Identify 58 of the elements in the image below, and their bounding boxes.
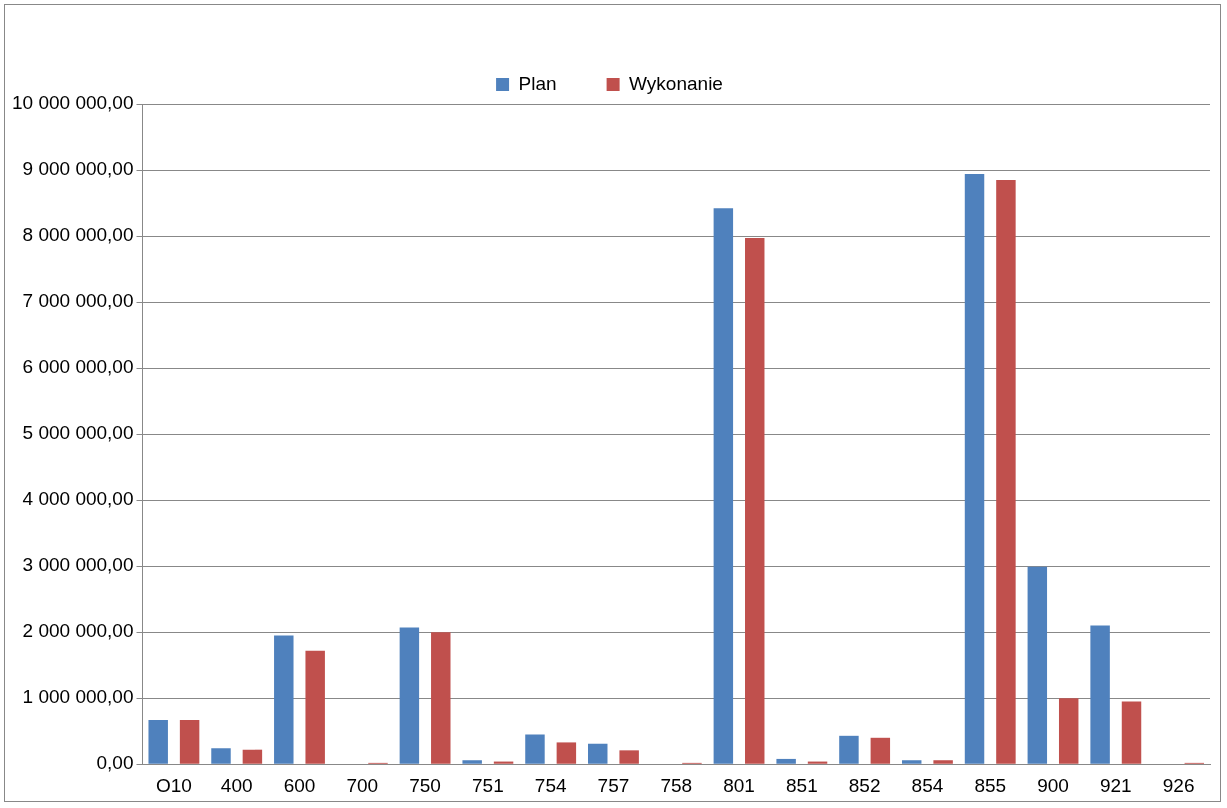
x-tick-label: 751 [472,774,504,796]
y-tick-label: 5 000 000,00 [22,422,134,444]
bar [1090,625,1110,764]
bar [713,208,734,764]
bar [1121,701,1142,764]
y-tick-label: 1 000 000,00 [22,686,134,708]
bar [870,737,891,764]
y-tick-label: 0,00 [96,752,134,774]
y-tick-label: 10 000 000,00 [11,92,134,114]
bar [933,760,953,764]
legend-label: Wykonanie [629,72,723,94]
y-tick-label: 7 000 000,00 [22,290,134,312]
y-tick-label: 8 000 000,00 [22,224,134,246]
bar [148,719,168,764]
bar [431,632,451,764]
x-tick-label: 852 [848,774,881,796]
bar [242,749,263,764]
y-tick-label: 4 000 000,00 [22,488,134,510]
y-tick-label: 3 000 000,00 [22,554,134,576]
bar [493,761,514,764]
bar [556,742,577,764]
bar [1027,566,1048,764]
bar [996,179,1016,764]
bar [211,748,231,764]
bar [305,650,325,764]
x-tick-label: 750 [409,774,441,796]
bar [839,735,859,764]
x-tick-label: 754 [534,774,567,796]
bar [619,750,639,764]
x-tick-label: O10 [155,774,192,796]
x-tick-label: 600 [283,774,316,796]
x-tick-label: 757 [597,774,630,796]
x-tick-label: 758 [660,774,693,796]
x-tick-label: 926 [1162,774,1195,796]
x-tick-label: 851 [785,774,818,796]
x-tick-label: 700 [346,774,379,796]
bar [588,743,608,764]
bar [462,760,482,764]
bar [776,758,796,764]
x-tick-label: 801 [723,774,755,796]
x-tick-label: 854 [911,774,944,796]
bar [745,238,765,764]
x-tick-label: 900 [1037,774,1069,796]
x-tick-label: 921 [1099,774,1132,796]
x-tick-label: 400 [220,774,253,796]
y-tick-label: 2 000 000,00 [22,620,134,642]
bar [399,627,420,764]
bar [525,734,545,764]
bar [179,719,200,764]
bar [902,760,922,764]
y-tick-label: 6 000 000,00 [22,356,134,378]
bar [807,761,828,764]
legend-label: Plan [518,72,557,94]
bar [964,173,985,764]
bar [1058,698,1079,764]
x-tick-label: 855 [974,774,1007,796]
bar [274,635,294,764]
y-tick-label: 9 000 000,00 [22,158,134,180]
